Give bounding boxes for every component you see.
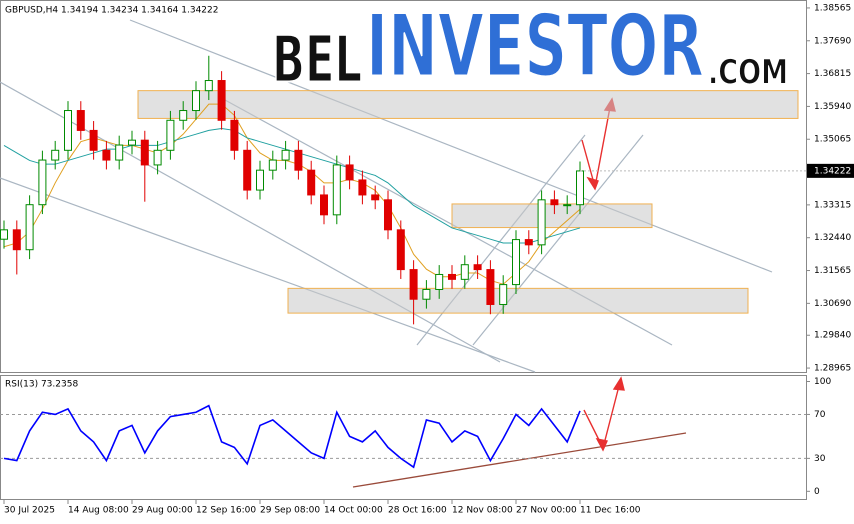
candle-body (243, 149, 252, 191)
y-tick-label: 1.35940 (814, 102, 851, 112)
watermark-com: .COM (708, 53, 788, 93)
price-zone (451, 203, 653, 229)
candle-body (128, 139, 136, 146)
candle-body (217, 80, 226, 121)
y-tick-label: 1.35065 (814, 135, 851, 145)
rsi-panel (0, 375, 807, 500)
candle-body (51, 149, 60, 161)
candle-body (192, 90, 200, 112)
y-tick-label: 1.31565 (814, 266, 851, 276)
y-tick-label: 1.33315 (814, 200, 851, 210)
candle-body (140, 139, 149, 166)
x-tick-label: 29 Aug 00:00 (132, 506, 193, 516)
candle-body (307, 169, 316, 196)
current-price-tag (807, 163, 854, 178)
candle-body (25, 204, 34, 251)
candle-body (230, 119, 239, 151)
price-zone (137, 90, 799, 119)
candle-body (396, 229, 405, 271)
candle-body (204, 80, 213, 92)
watermark: BEL INVESTOR .COM (271, 0, 789, 99)
candle-body (358, 179, 367, 196)
candle-body (384, 199, 392, 231)
candle-body (512, 239, 520, 286)
trend-line (129, 19, 773, 273)
candle-body (0, 229, 8, 240)
y-tick-label: 0 (814, 487, 820, 497)
candle-body (345, 164, 354, 181)
candle-body (550, 199, 559, 206)
arrow-head (586, 176, 599, 191)
y-tick-label: 1.29840 (814, 331, 851, 341)
current-price-label: 1.34222 (814, 166, 851, 176)
y-tick-label: 70 (814, 410, 826, 420)
candle-body (448, 273, 456, 280)
candle-body (576, 170, 584, 206)
candle-body (89, 129, 98, 151)
candle-body (435, 273, 444, 290)
rsi-trend-line (352, 432, 687, 488)
x-tick-label: 30 Jul 2025 (4, 506, 55, 516)
rsi-line (3, 404, 581, 469)
candle-body (320, 194, 328, 216)
candle-body (38, 159, 47, 206)
arrow-head (595, 438, 608, 452)
candle-body (281, 149, 290, 161)
y-tick-label: 100 (814, 377, 831, 387)
candle-body (166, 119, 175, 151)
y-tick-label: 1.32440 (814, 233, 851, 243)
moving-average (3, 103, 581, 285)
y-tick-label: 30 (814, 454, 826, 464)
candle-body (64, 110, 72, 151)
candle-body (499, 284, 508, 305)
candle-body (486, 269, 495, 305)
x-tick-label: 12 Nov 08:00 (452, 506, 513, 516)
trend-line (0, 177, 536, 373)
candle-body (294, 149, 303, 171)
y-tick-label: 1.37690 (814, 36, 851, 46)
candle-body (332, 164, 341, 216)
price-zone (287, 287, 749, 314)
x-tick-label: 27 Nov 00:00 (516, 506, 577, 516)
y-tick-label: 1.38565 (814, 3, 851, 13)
candle-body (268, 159, 277, 171)
candle-body (76, 110, 85, 131)
candle-body (371, 194, 380, 201)
x-tick-label: 28 Oct 16:00 (388, 506, 447, 516)
candle-body (537, 199, 546, 246)
candle-body (409, 269, 418, 300)
candle-body (153, 149, 162, 166)
candle-body (12, 229, 21, 251)
y-tick-label: 1.36815 (814, 69, 851, 79)
watermark-investor: INVESTOR (366, 0, 704, 96)
x-tick-label: 29 Sep 08:00 (260, 506, 320, 516)
chart-title: GBPUSD,H4 1.34194 1.34234 1.34164 1.3422… (5, 6, 218, 16)
x-tick-label: 12 Sep 16:00 (196, 506, 256, 516)
candle-body (460, 264, 469, 280)
y-tick-label: 1.28965 (814, 364, 851, 374)
x-tick-label: 11 Dec 16:00 (580, 506, 641, 516)
watermark-bel: BEL (272, 24, 362, 98)
x-tick-label: 14 Oct 00:00 (324, 506, 383, 516)
candle-body (422, 288, 431, 300)
x-tick-label: 14 Aug 08:00 (68, 506, 129, 516)
candle-body (256, 169, 264, 191)
candle-body (179, 110, 188, 121)
arrow-head (612, 376, 625, 391)
candle-body (563, 204, 572, 207)
candle-body (473, 264, 482, 271)
moving-average (3, 128, 581, 244)
candle-body (115, 144, 124, 161)
y-tick-label: 1.30690 (814, 299, 851, 309)
rsi-title: RSI(13) 73.2358 (5, 380, 78, 390)
candle-body (524, 239, 533, 246)
candle-body (102, 149, 111, 161)
